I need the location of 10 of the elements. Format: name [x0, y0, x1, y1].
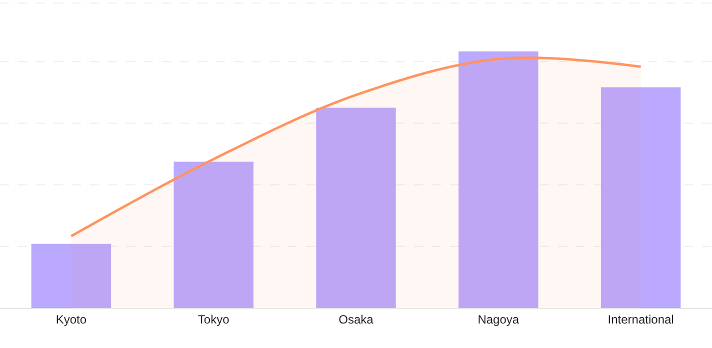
x-tick-label: Tokyo — [198, 312, 230, 326]
x-tick-label: Osaka — [338, 312, 374, 326]
bar — [31, 244, 112, 308]
x-tick-label: International — [608, 312, 674, 326]
bar — [174, 162, 254, 308]
x-tick-label: Nagoya — [478, 312, 520, 326]
bar — [600, 87, 681, 308]
x-tick-label: Kyoto — [56, 312, 87, 326]
bar — [316, 108, 396, 308]
bar — [458, 51, 538, 308]
